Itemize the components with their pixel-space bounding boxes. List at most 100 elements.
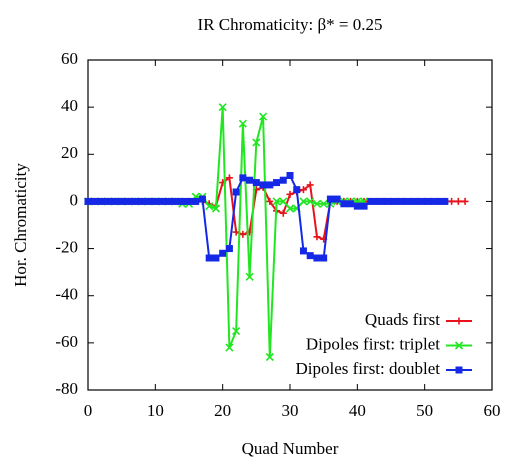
marker — [225, 343, 234, 352]
marker — [394, 197, 402, 205]
marker — [158, 197, 166, 205]
marker — [205, 202, 214, 211]
marker — [319, 199, 328, 208]
marker — [279, 209, 287, 217]
marker — [259, 112, 268, 121]
marker — [286, 172, 294, 179]
y-tick-label: -40 — [55, 285, 78, 304]
marker — [172, 197, 180, 205]
legend-marker — [455, 366, 463, 374]
marker — [461, 197, 469, 205]
marker — [246, 176, 254, 184]
y-tick-label: -80 — [55, 379, 78, 398]
marker — [212, 254, 220, 262]
x-axis-label: Quad Number — [242, 439, 339, 458]
marker — [151, 197, 159, 205]
marker — [454, 197, 462, 205]
marker — [333, 195, 341, 203]
marker — [232, 188, 240, 196]
marker — [265, 352, 274, 362]
y-tick-label: 40 — [61, 96, 78, 115]
marker — [239, 174, 247, 182]
marker — [252, 179, 260, 187]
y-tick-label: 60 — [61, 49, 78, 68]
x-tick-label: 60 — [484, 401, 501, 420]
marker — [347, 200, 355, 208]
marker — [145, 197, 153, 205]
x-tick-label: 40 — [349, 401, 366, 420]
marker — [225, 245, 233, 253]
x-tick-label: 50 — [416, 401, 433, 420]
marker — [273, 179, 281, 187]
marker — [225, 174, 233, 182]
marker — [434, 197, 442, 205]
marker — [421, 197, 429, 205]
marker — [313, 233, 321, 241]
marker — [286, 190, 294, 198]
marker — [266, 181, 274, 189]
marker — [400, 197, 408, 205]
chart-title: IR Chromaticity: β* = 0.25 — [198, 15, 383, 34]
marker — [252, 138, 261, 147]
marker — [326, 195, 334, 203]
marker — [111, 197, 119, 205]
marker — [279, 176, 287, 184]
marker — [340, 200, 348, 208]
marker — [387, 197, 395, 205]
marker — [218, 103, 227, 112]
y-tick-label: 0 — [70, 190, 79, 209]
marker — [427, 197, 435, 205]
marker — [279, 197, 288, 206]
marker — [178, 197, 186, 205]
marker — [299, 247, 307, 255]
marker — [239, 230, 247, 238]
marker — [293, 186, 301, 194]
legend-marker — [455, 317, 463, 325]
marker — [374, 197, 382, 205]
marker — [360, 202, 368, 210]
marker — [353, 202, 361, 210]
x-tick-label: 0 — [84, 401, 93, 420]
marker — [306, 181, 314, 189]
legend-label: Dipoles first: triplet — [306, 334, 440, 353]
series-line — [88, 107, 365, 358]
marker — [448, 197, 456, 205]
x-tick-label: 20 — [214, 401, 231, 420]
marker — [414, 197, 422, 205]
legend-marker — [454, 341, 464, 350]
marker — [380, 197, 388, 205]
marker — [91, 197, 99, 205]
marker — [205, 254, 213, 262]
marker — [306, 252, 314, 260]
marker — [192, 197, 200, 205]
marker — [211, 204, 220, 213]
marker — [238, 119, 247, 128]
marker — [299, 197, 308, 206]
marker — [232, 327, 241, 336]
marker — [118, 197, 126, 205]
marker — [219, 249, 227, 257]
legend-label: Dipoles first: doublet — [296, 359, 441, 378]
y-tick-label: 20 — [61, 143, 78, 162]
marker — [185, 197, 193, 205]
marker — [124, 197, 132, 205]
marker — [313, 254, 321, 262]
marker — [299, 186, 307, 194]
marker — [198, 195, 206, 203]
marker — [84, 197, 92, 205]
marker — [104, 197, 112, 205]
marker — [320, 254, 328, 262]
marker — [407, 197, 415, 205]
y-tick-label: -60 — [55, 332, 78, 351]
legend-label: Quads first — [365, 310, 440, 329]
marker — [138, 197, 146, 205]
marker — [367, 197, 375, 205]
y-axis-label: Hor. Chromaticity — [11, 163, 30, 287]
x-tick-label: 10 — [147, 401, 164, 420]
marker — [259, 181, 267, 189]
marker — [312, 199, 321, 208]
marker — [165, 197, 173, 205]
marker — [272, 197, 281, 206]
marker — [131, 197, 139, 205]
